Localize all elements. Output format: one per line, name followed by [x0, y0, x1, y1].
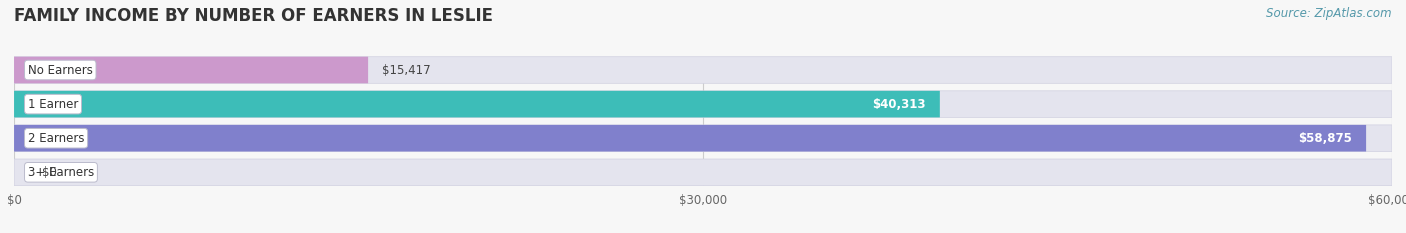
Text: 1 Earner: 1 Earner — [28, 98, 79, 111]
FancyBboxPatch shape — [14, 91, 939, 117]
Text: FAMILY INCOME BY NUMBER OF EARNERS IN LESLIE: FAMILY INCOME BY NUMBER OF EARNERS IN LE… — [14, 7, 494, 25]
FancyBboxPatch shape — [14, 125, 1367, 151]
Text: $40,313: $40,313 — [873, 98, 927, 111]
Text: Source: ZipAtlas.com: Source: ZipAtlas.com — [1267, 7, 1392, 20]
Text: $0: $0 — [42, 166, 56, 179]
Text: $58,875: $58,875 — [1299, 132, 1353, 145]
FancyBboxPatch shape — [14, 159, 1392, 186]
FancyBboxPatch shape — [14, 91, 1392, 117]
FancyBboxPatch shape — [14, 57, 1392, 83]
Text: 3+ Earners: 3+ Earners — [28, 166, 94, 179]
Text: $15,417: $15,417 — [382, 64, 430, 76]
FancyBboxPatch shape — [14, 125, 1392, 151]
Text: No Earners: No Earners — [28, 64, 93, 76]
Text: 2 Earners: 2 Earners — [28, 132, 84, 145]
FancyBboxPatch shape — [14, 57, 368, 83]
